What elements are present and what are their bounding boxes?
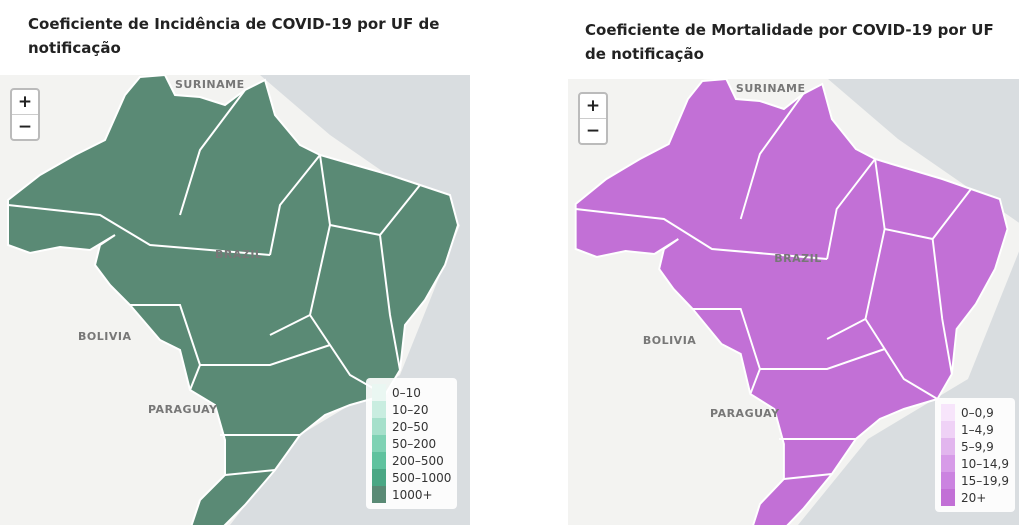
legend-label: 15–19,9 xyxy=(961,473,1009,488)
legend-label: 0–10 xyxy=(392,385,421,400)
legend-item: 10–20 xyxy=(372,401,451,418)
zoom-button[interactable]: − xyxy=(12,114,38,139)
place-label: SURINAME xyxy=(175,78,245,91)
legend-item: 5–9,9 xyxy=(941,438,1009,455)
state-border xyxy=(692,308,885,370)
legend-swatch xyxy=(372,486,386,503)
legend-label: 200–500 xyxy=(392,453,444,468)
legend-label: 10–14,9 xyxy=(961,456,1009,471)
panel-title: Coeficiente de Incidência de COVID-19 po… xyxy=(28,15,440,57)
zoom-button[interactable]: − xyxy=(580,118,606,143)
legend-item: 10–14,9 xyxy=(941,455,1009,472)
legend-swatch xyxy=(372,469,386,486)
state-border xyxy=(179,89,246,216)
legend-item: 1–4,9 xyxy=(941,421,1009,438)
state-border xyxy=(826,158,886,340)
legend-item: 20+ xyxy=(941,489,1009,506)
legend-item: 1000+ xyxy=(372,486,451,503)
legend-swatch xyxy=(372,401,386,418)
legend-label: 50–200 xyxy=(392,436,437,451)
legend-swatch xyxy=(372,435,386,452)
legend-item: 15–19,9 xyxy=(941,472,1009,489)
state-border xyxy=(826,158,876,260)
legend-label: 20+ xyxy=(961,490,987,505)
legend-label: 20–50 xyxy=(392,419,429,434)
place-label: PARAGUAY xyxy=(710,407,780,420)
legend-label: 1000+ xyxy=(392,487,433,502)
place-label: PARAGUAY xyxy=(148,403,218,416)
legend: 0–10 10–20 20–50 50–200 200–500 500–1000 1000+ xyxy=(366,378,458,509)
map: SURINAME BRAZIL BOLIVIA PARAGUAY + − xyxy=(0,75,470,525)
legend-item: 20–50 xyxy=(372,418,451,435)
legend-swatch xyxy=(941,421,955,438)
legend-swatch xyxy=(372,418,386,435)
state-border xyxy=(189,364,201,391)
map-panel: Coeficiente de Incidência de COVID-19 po… xyxy=(0,0,470,525)
legend-swatch xyxy=(372,452,386,469)
legend-swatch xyxy=(941,489,955,506)
legend-item: 0–10 xyxy=(372,384,451,401)
brazil xyxy=(574,79,1009,525)
state-border xyxy=(783,473,832,480)
legend-item: 0–0,9 xyxy=(941,404,1009,421)
legend-label: 10–20 xyxy=(392,402,429,417)
legend-swatch xyxy=(941,455,955,472)
place-label: BRAZIL xyxy=(774,252,821,265)
zoom-button[interactable]: + xyxy=(585,96,601,116)
state-border xyxy=(269,154,321,256)
legend-label: 1–4,9 xyxy=(961,422,994,437)
state-border xyxy=(749,368,761,395)
panel-title: Coeficiente de Mortalidade por COVID-19 … xyxy=(585,21,994,63)
place-label: SURINAME xyxy=(736,82,806,95)
zoom-control: + − xyxy=(578,92,608,145)
legend-label: 5–9,9 xyxy=(961,439,994,454)
state-border xyxy=(864,318,938,400)
legend-swatch xyxy=(941,404,955,421)
legend-swatch xyxy=(941,472,955,489)
legend-label: 0–0,9 xyxy=(961,405,994,420)
map-canvas: SURINAME BRAZIL BOLIVIA PARAGUAY xyxy=(0,75,470,525)
legend-item: 500–1000 xyxy=(372,469,451,486)
map-panel: Coeficiente de Mortalidade por COVID-19 … xyxy=(568,0,1019,525)
legend-label: 500–1000 xyxy=(392,470,452,485)
legend-swatch xyxy=(941,438,955,455)
place-label: BOLIVIA xyxy=(643,334,696,347)
state-border xyxy=(575,208,828,260)
place-label: BOLIVIA xyxy=(78,330,131,343)
zoom-control: + − xyxy=(10,88,40,141)
zoom-button[interactable]: + xyxy=(17,92,33,112)
legend-swatch xyxy=(372,384,386,401)
state-border xyxy=(224,469,276,476)
place-label: BRAZIL xyxy=(215,248,262,261)
legend: 0–0,9 1–4,9 5–9,9 10–14,9 15–19,9 20+ xyxy=(935,398,1015,512)
state-border xyxy=(739,93,804,220)
state-border xyxy=(7,204,271,256)
state-border xyxy=(269,154,332,336)
legend-item: 200–500 xyxy=(372,452,451,469)
state-border xyxy=(379,234,401,371)
state-border xyxy=(931,238,953,375)
legend-item: 50–200 xyxy=(372,435,451,452)
